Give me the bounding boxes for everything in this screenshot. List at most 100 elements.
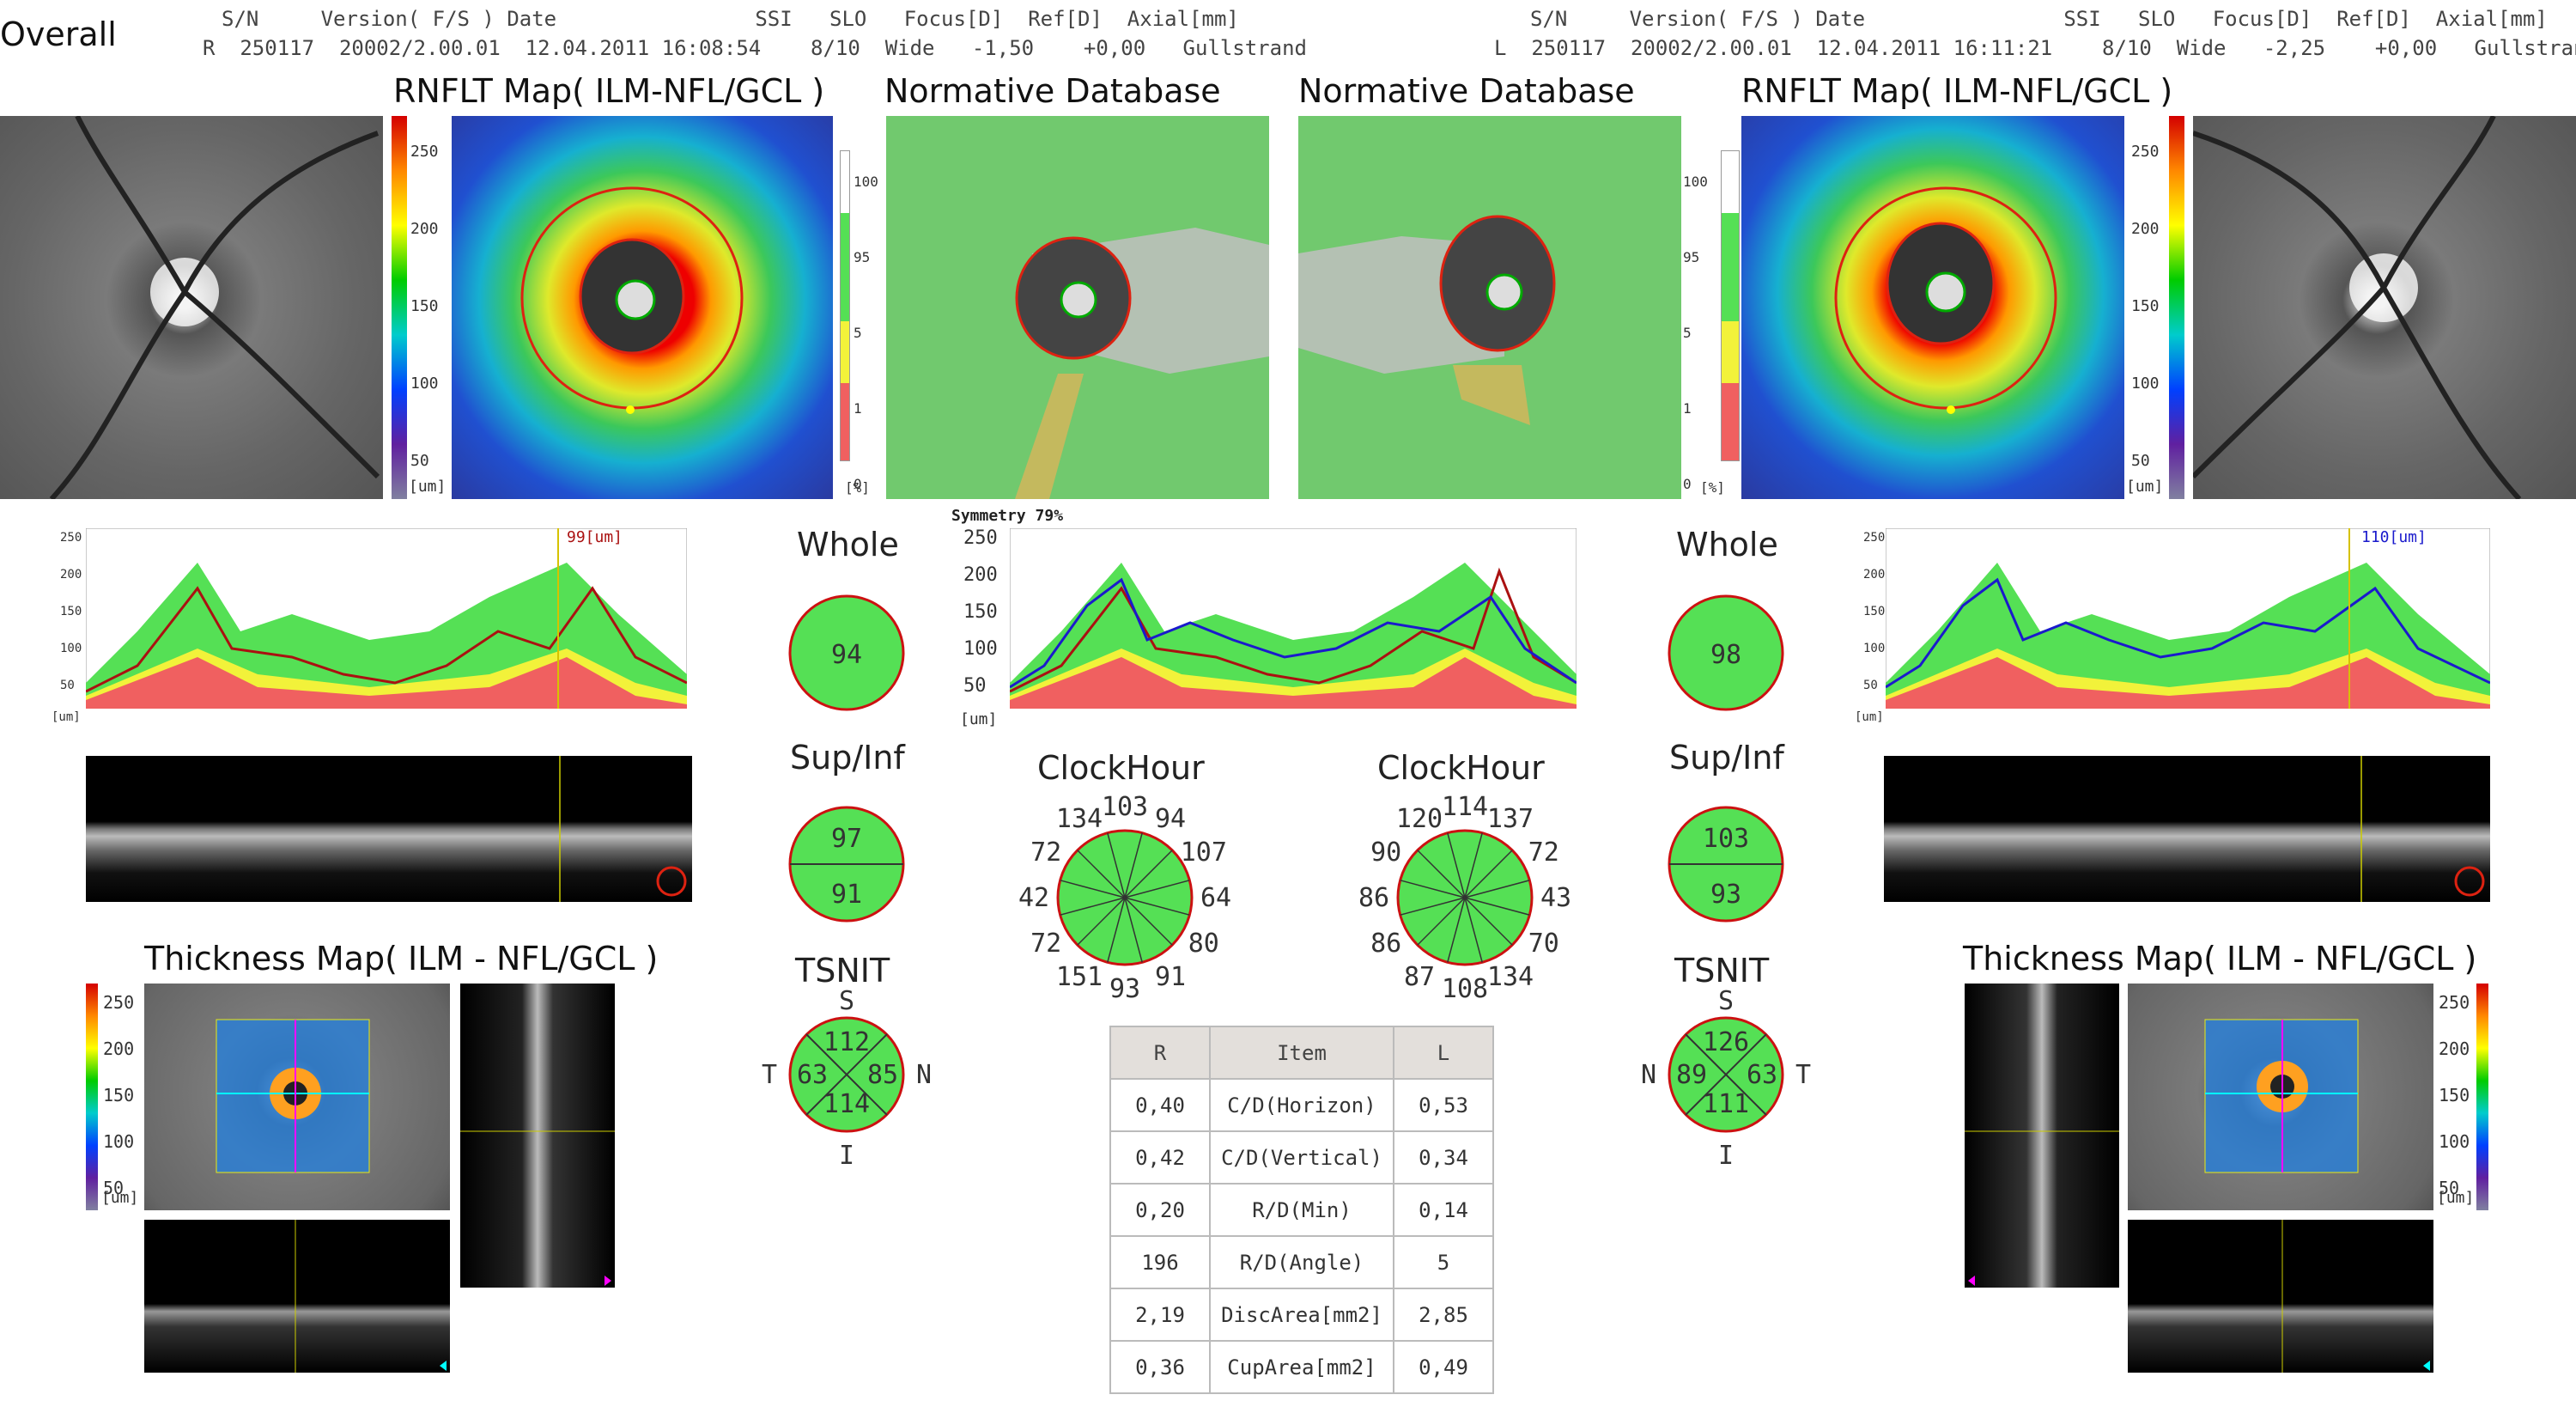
svg-text:I: I bbox=[839, 1141, 854, 1168]
clock-hour-value: 72 bbox=[1030, 837, 1061, 868]
table-cell: 0,42 bbox=[1109, 1130, 1211, 1185]
clock-divider bbox=[1464, 832, 1483, 898]
left-rnflt-map-title: RNFLT Map( ILM-NFL/GCL ) bbox=[1741, 72, 2173, 110]
right-norm-unit: [%] bbox=[845, 479, 870, 496]
table-row: 0,40 C/D(Horizon) 0,53 bbox=[1109, 1078, 1494, 1132]
svg-text:98: 98 bbox=[1710, 640, 1741, 670]
right-bottom-unit: [um] bbox=[101, 1189, 139, 1207]
clock-divider bbox=[1464, 897, 1530, 916]
right-supinf-circle: 97 91 bbox=[788, 806, 905, 923]
left-norm-unit: [%] bbox=[1700, 479, 1725, 496]
svg-text:S: S bbox=[1718, 986, 1734, 1016]
right-tsnit-label: TSNIT bbox=[795, 952, 890, 990]
table-cell: 0,34 bbox=[1393, 1130, 1494, 1185]
right-bottom-ticks: 250 200 150 100 50 bbox=[103, 992, 135, 1198]
left-tsnit-graph: 250 200 150 100 50 110[um] [um] bbox=[1855, 520, 2507, 726]
svg-text:91: 91 bbox=[831, 880, 862, 910]
svg-text:111: 111 bbox=[1703, 1089, 1749, 1119]
clock-hour-value: 94 bbox=[1155, 804, 1186, 834]
symmetry-label: Symmetry 79% bbox=[951, 507, 1064, 525]
table-cell: 0,14 bbox=[1393, 1183, 1494, 1237]
clock-hour-value: 151 bbox=[1056, 962, 1103, 992]
left-normative-map bbox=[1298, 116, 1681, 499]
svg-text:89: 89 bbox=[1676, 1060, 1707, 1090]
table-cell: 0,49 bbox=[1393, 1340, 1494, 1394]
left-tsnit-label: TSNIT bbox=[1674, 952, 1770, 990]
right-whole-circle: 94 bbox=[788, 594, 905, 711]
left-graph-unit: [um] bbox=[1855, 710, 1884, 724]
svg-text:112: 112 bbox=[823, 1027, 870, 1057]
right-rnflt-map-title: RNFLT Map( ILM-NFL/GCL ) bbox=[393, 72, 825, 110]
clock-divider bbox=[1124, 850, 1173, 898]
left-oct-bscan bbox=[1884, 756, 2490, 902]
right-whole-label: Whole bbox=[797, 526, 899, 563]
svg-text:N: N bbox=[1641, 1060, 1656, 1090]
table-row: 0,42 C/D(Vertical) 0,34 bbox=[1109, 1130, 1494, 1185]
left-rnflt-map bbox=[1741, 116, 2124, 499]
table-cell: 2,19 bbox=[1109, 1288, 1211, 1342]
clock-divider bbox=[1060, 880, 1126, 898]
left-graph-marker: 110[um] bbox=[2361, 528, 2427, 546]
right-thickness-unit: [um] bbox=[409, 478, 447, 496]
clock-divider bbox=[1124, 880, 1190, 898]
clock-hour-value: 120 bbox=[1396, 804, 1443, 834]
clock-hour-value: 134 bbox=[1056, 804, 1103, 834]
combined-graph-yticks: 250 200 150 100 50 bbox=[963, 527, 998, 697]
table-cell: R/D(Min) bbox=[1209, 1183, 1394, 1237]
right-norm-colorbar bbox=[840, 150, 850, 461]
right-norm-ticks: 100 95 5 1 0 bbox=[854, 174, 878, 492]
table-cell: DiscArea[mm2] bbox=[1209, 1288, 1394, 1342]
right-oct-horizontal-scan bbox=[144, 1220, 450, 1373]
clock-divider bbox=[1400, 880, 1466, 898]
report-title: Overall bbox=[0, 15, 117, 53]
table-cell: 0,53 bbox=[1393, 1078, 1494, 1132]
table-cell: 2,85 bbox=[1393, 1288, 1494, 1342]
svg-text:93: 93 bbox=[1710, 880, 1741, 910]
left-bottom-unit: [um] bbox=[2437, 1189, 2475, 1207]
clock-divider bbox=[1447, 897, 1466, 963]
table-cell: 0,40 bbox=[1109, 1078, 1211, 1132]
clock-hour-value: 90 bbox=[1370, 837, 1401, 868]
right-oct-bscan bbox=[86, 756, 692, 902]
table-header-cell: Item bbox=[1209, 1026, 1394, 1080]
clock-divider bbox=[1124, 897, 1143, 963]
svg-text:I: I bbox=[1718, 1141, 1734, 1168]
clock-hour-value: 86 bbox=[1370, 929, 1401, 959]
right-rnflt-map bbox=[452, 116, 833, 499]
clock-hour-value: 108 bbox=[1442, 974, 1488, 1004]
clock-hour-value: 137 bbox=[1487, 804, 1534, 834]
table-cell: 0,36 bbox=[1109, 1340, 1211, 1394]
right-tsnit-graph: 250 200 150 100 50 99[um] [um] bbox=[52, 520, 704, 726]
svg-text:126: 126 bbox=[1703, 1027, 1749, 1057]
right-supinf-label: Sup/Inf bbox=[790, 739, 905, 777]
right-tsnit-circle: S I T N 112 114 63 85 bbox=[762, 986, 932, 1168]
left-oct-horizontal-scan bbox=[2128, 1220, 2433, 1373]
clock-hour-value: 103 bbox=[1102, 792, 1148, 822]
clock-divider bbox=[1060, 897, 1126, 916]
clock-divider bbox=[1464, 897, 1483, 963]
cd-ratio-table: R Item L 0,40 C/D(Horizon) 0,53 0,42 C/D(Ve… bbox=[1109, 1026, 1494, 1394]
right-graph-yticks: 250 200 150 100 50 bbox=[60, 531, 82, 692]
clock-hour-value: 134 bbox=[1487, 962, 1534, 992]
left-bottom-colorbar bbox=[2476, 984, 2488, 1210]
table-cell: C/D(Horizon) bbox=[1209, 1078, 1394, 1132]
clock-divider bbox=[1077, 897, 1126, 946]
table-header-cell: R bbox=[1109, 1026, 1211, 1080]
table-cell: 196 bbox=[1109, 1235, 1211, 1289]
svg-text:63: 63 bbox=[797, 1060, 828, 1090]
left-oct-vertical-scan bbox=[1965, 984, 2119, 1288]
clock-divider bbox=[1417, 850, 1466, 898]
right-normative-map bbox=[886, 116, 1269, 499]
combined-tsnit-graph: 250 200 150 100 50 [um] bbox=[951, 520, 1604, 728]
right-thickness-map-title: Thickness Map( ILM - NFL/GCL ) bbox=[144, 940, 659, 978]
clock-divider bbox=[1107, 897, 1126, 963]
table-cell: 5 bbox=[1393, 1235, 1494, 1289]
right-slo-fundus-image bbox=[0, 116, 383, 499]
table-header-row: R Item L bbox=[1109, 1026, 1494, 1080]
table-cell: CupArea[mm2] bbox=[1209, 1340, 1394, 1394]
clock-hour-value: 114 bbox=[1442, 792, 1488, 822]
table-row: 196 R/D(Angle) 5 bbox=[1109, 1235, 1494, 1289]
clock-hour-value: 107 bbox=[1181, 837, 1227, 868]
left-thickness-colorbar bbox=[2169, 116, 2184, 499]
